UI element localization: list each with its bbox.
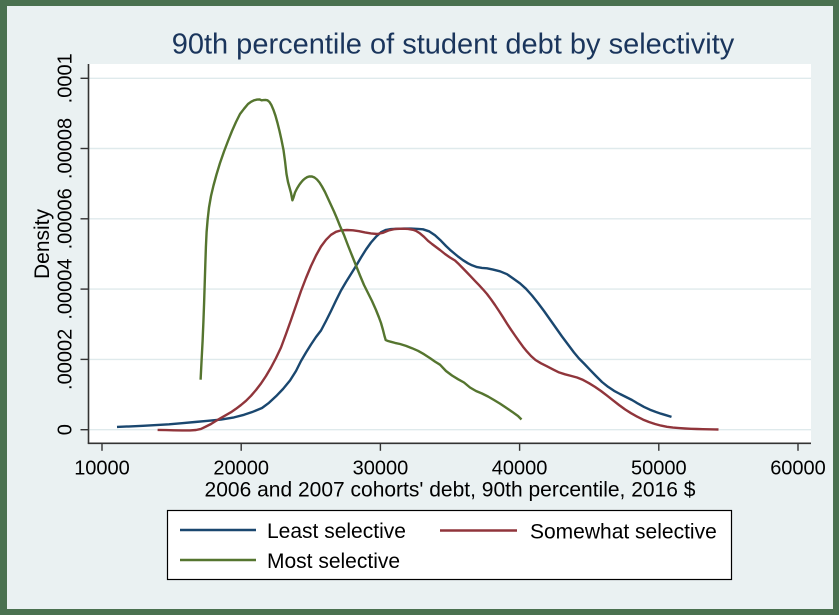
svg-text:.0001: .0001 [55, 53, 77, 103]
svg-text:40000: 40000 [492, 457, 548, 479]
svg-text:60000: 60000 [770, 457, 826, 479]
svg-text:.00008: .00008 [55, 118, 77, 179]
svg-text:50000: 50000 [631, 457, 687, 479]
svg-text:2006 and 2007 cohorts' debt, 9: 2006 and 2007 cohorts' debt, 90th percen… [205, 479, 696, 502]
svg-text:10000: 10000 [74, 457, 130, 479]
svg-text:90th percentile of student deb: 90th percentile of student debt by selec… [172, 29, 735, 61]
svg-text:.00006: .00006 [55, 188, 77, 249]
svg-text:30000: 30000 [353, 457, 409, 479]
svg-text:.00004: .00004 [55, 259, 77, 320]
svg-text:0: 0 [55, 424, 77, 435]
svg-text:.00002: .00002 [55, 329, 77, 390]
svg-text:20000: 20000 [213, 457, 269, 479]
svg-text:Most selective: Most selective [267, 550, 400, 573]
svg-text:Somewhat selective: Somewhat selective [530, 521, 717, 544]
svg-text:Density: Density [31, 208, 54, 279]
svg-text:Least selective: Least selective [267, 520, 406, 543]
